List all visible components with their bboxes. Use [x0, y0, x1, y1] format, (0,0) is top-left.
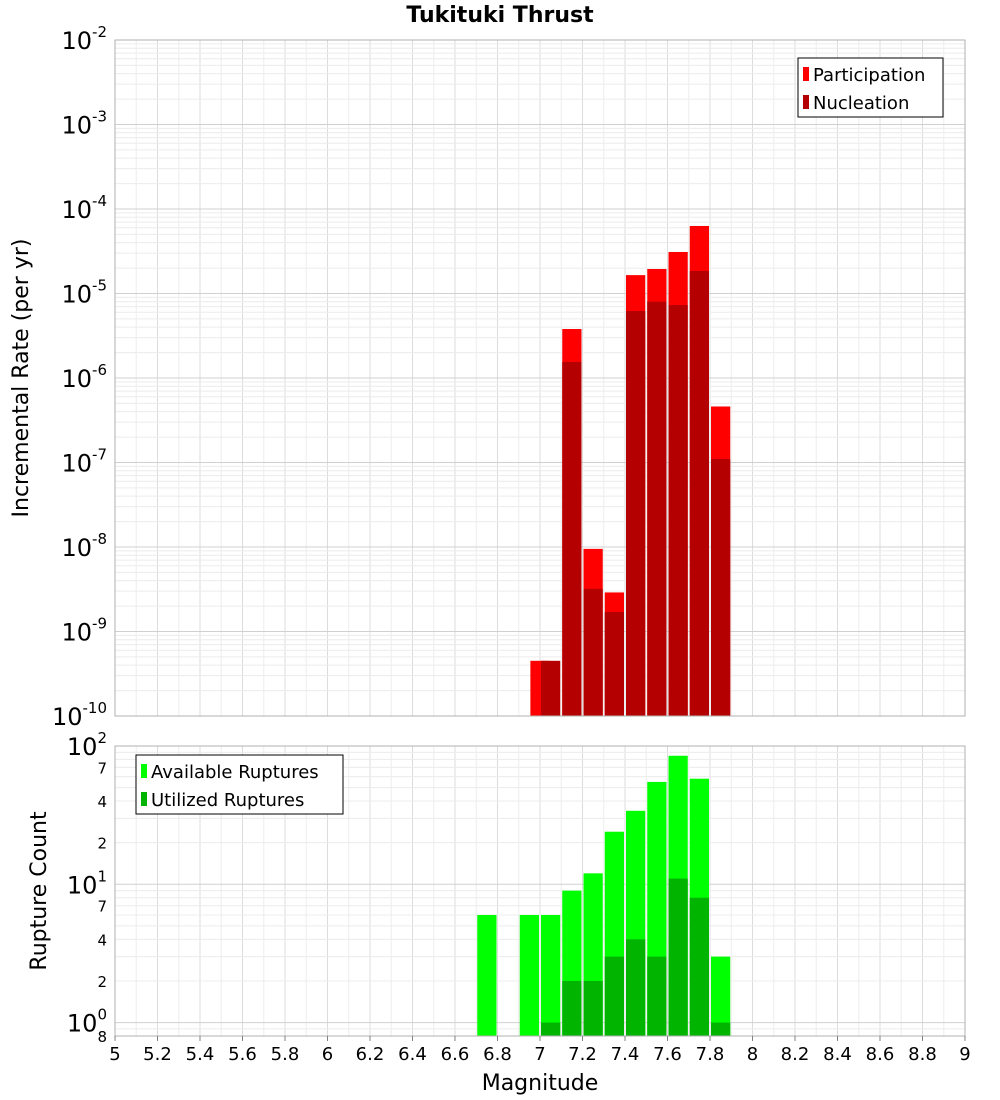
x-tick-label: 7.2	[568, 1044, 597, 1065]
bottom-y-minor-tick-label: 7	[97, 759, 107, 777]
x-tick-label: 6	[322, 1044, 333, 1065]
bottom-bar-utilized-ruptures	[647, 956, 667, 1036]
bottom-bar-utilized-ruptures	[562, 980, 582, 1036]
bottom-bar-utilized-ruptures	[583, 980, 603, 1036]
x-tick-label: 9	[959, 1044, 970, 1065]
x-tick-label: 7.4	[611, 1044, 640, 1065]
bottom-bar-utilized-ruptures	[541, 1022, 561, 1036]
top-legend-box	[797, 57, 944, 118]
top-y-tick-label: 10-8	[61, 530, 107, 562]
top-legend-label: Participation	[813, 65, 925, 86]
bottom-bar-available-ruptures	[477, 914, 497, 1036]
top-legend-label: Nucleation	[813, 93, 909, 114]
bottom-y-minor-tick-label: 7	[97, 898, 107, 916]
top-bar-nucleation	[604, 612, 624, 716]
top-legend-swatch	[803, 67, 809, 81]
bottom-legend-swatch	[141, 764, 147, 778]
x-tick-label: 5.2	[143, 1044, 172, 1065]
top-bar-nucleation	[647, 301, 667, 716]
x-tick-label: 5.6	[228, 1044, 257, 1065]
bottom-y-minor-tick-label: 2	[97, 973, 107, 991]
top-y-tick-label: 10-5	[61, 277, 107, 309]
x-tick-label: 8.2	[781, 1044, 810, 1065]
bottom-y-axis-label: Rupture Count	[27, 811, 52, 971]
top-gridlines	[114, 39, 966, 717]
x-tick-label: 5.4	[186, 1044, 215, 1065]
bottom-bar-utilized-ruptures	[604, 956, 624, 1036]
top-y-tick-label: 10-7	[61, 446, 107, 478]
top-bar-nucleation	[626, 311, 646, 716]
top-y-axis-label: Incremental Rate (per yr)	[9, 239, 34, 518]
bottom-bar-available-ruptures	[541, 914, 561, 1036]
x-ticks: 5 5.2 5.4 5.6 5.8 6 6.2 6.4 6.6 6.8 7 7.2 7.4 7.6 7.8 8…	[109, 1036, 971, 1065]
bottom-legend: Available Ruptures Utilized Ruptures	[135, 754, 344, 815]
bottom-bars	[477, 755, 731, 1036]
top-bar-nucleation	[668, 305, 688, 716]
bottom-bar-utilized-ruptures	[711, 1022, 731, 1036]
bottom-bar-available-ruptures	[519, 914, 539, 1036]
top-bar-nucleation	[562, 361, 582, 716]
top-bar-nucleation	[583, 588, 603, 716]
x-tick-label: 7.6	[653, 1044, 682, 1065]
top-legend: Participation Nucleation	[797, 57, 944, 118]
top-y-tick-label: 10-3	[61, 108, 107, 140]
top-y-tick-label: 10-2	[61, 23, 107, 55]
x-tick-label: 5.8	[271, 1044, 300, 1065]
x-tick-label: 6.8	[483, 1044, 512, 1065]
bottom-legend-box	[135, 754, 344, 815]
x-axis-label: Magnitude	[482, 1071, 599, 1096]
top-plot-frame	[114, 39, 966, 717]
chart-title: Tukituki Thrust	[406, 3, 594, 28]
top-y-ticks: 10-10 10-9 10-8 10-7 10-6 10-5 10-4 10-3 10-2	[52, 23, 107, 731]
x-tick-label: 8.8	[908, 1044, 937, 1065]
x-tick-label: 8.6	[866, 1044, 895, 1065]
top-bar-nucleation	[711, 459, 731, 716]
x-tick-label: 6.6	[441, 1044, 470, 1065]
bottom-legend-swatch	[141, 792, 147, 806]
x-tick-label: 8	[747, 1044, 758, 1065]
top-bars	[530, 225, 731, 717]
top-legend-swatch	[803, 95, 809, 109]
rupture-count-panel: 100 101 102 8 2 4 7 2 4 7 5 5.2 5.4 5.6 5.8 6 6.2 6.4 6.6…	[27, 729, 971, 1096]
top-y-tick-label: 10-10	[52, 699, 107, 731]
bottom-legend-label: Utilized Ruptures	[151, 790, 304, 811]
top-bar-nucleation	[541, 660, 561, 716]
bottom-y-tick-label: 100	[67, 1006, 107, 1038]
bottom-y-ticks: 100 101 102 8 2 4 7 2 4 7	[67, 729, 107, 1046]
bottom-y-minor-tick-label: 4	[97, 793, 107, 811]
x-tick-label: 6.4	[398, 1044, 427, 1065]
bottom-bar-utilized-ruptures	[668, 878, 688, 1036]
x-tick-label: 7.8	[696, 1044, 725, 1065]
bottom-y-minor-tick-label: 2	[97, 835, 107, 853]
bottom-y-tick-label: 102	[67, 729, 107, 761]
bottom-legend-label: Available Ruptures	[151, 762, 319, 783]
x-tick-label: 8.4	[823, 1044, 852, 1065]
bottom-bar-utilized-ruptures	[689, 897, 709, 1036]
x-tick-label: 5	[109, 1044, 120, 1065]
x-tick-label: 7	[534, 1044, 545, 1065]
bottom-y-minor-tick-label: 8	[97, 1028, 107, 1046]
top-y-tick-label: 10-4	[61, 192, 107, 224]
bottom-bar-utilized-ruptures	[626, 939, 646, 1036]
bottom-y-tick-label: 101	[67, 867, 107, 899]
top-bar-nucleation	[689, 270, 709, 716]
bottom-y-minor-tick-label: 4	[97, 931, 107, 949]
x-tick-label: 6.2	[356, 1044, 385, 1065]
top-y-tick-label: 10-6	[61, 361, 107, 393]
top-y-tick-label: 10-9	[61, 615, 107, 647]
bottom-bar-available-ruptures	[711, 956, 731, 1036]
incremental-rate-panel: 10-10 10-9 10-8 10-7 10-6 10-5 10-4 10-3 10-2 In…	[9, 23, 966, 731]
